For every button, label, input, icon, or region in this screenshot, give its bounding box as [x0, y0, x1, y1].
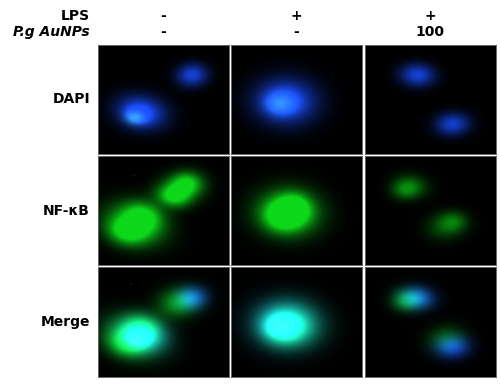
- Text: NF-κB: NF-κB: [43, 204, 90, 218]
- Text: +: +: [424, 9, 436, 23]
- Text: LPS: LPS: [61, 9, 90, 23]
- Text: -: -: [294, 25, 300, 39]
- Text: 100: 100: [416, 25, 444, 39]
- Text: Merge: Merge: [40, 315, 90, 329]
- Text: P.g AuNPs: P.g AuNPs: [14, 25, 90, 39]
- Text: -: -: [160, 25, 166, 39]
- Text: +: +: [290, 9, 302, 23]
- Text: -: -: [160, 9, 166, 23]
- Text: DAPI: DAPI: [52, 92, 90, 106]
